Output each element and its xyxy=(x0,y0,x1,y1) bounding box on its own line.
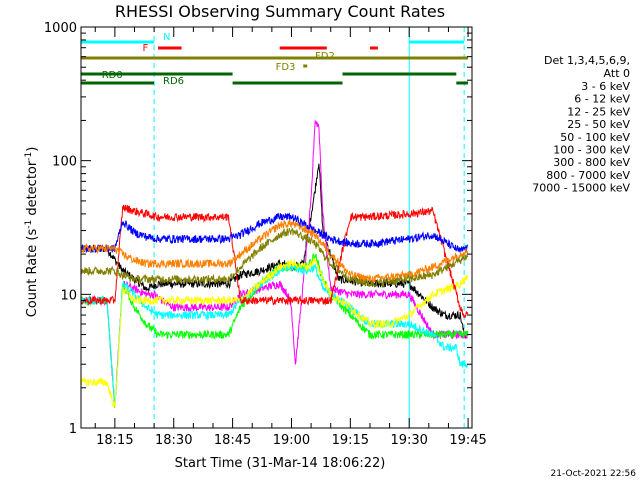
y-axis-label-end: ) xyxy=(25,147,40,152)
x-tick-label-5: 19:30 xyxy=(390,433,427,448)
x-axis-label: Start Time (31-Mar-14 18:06:22) xyxy=(175,456,386,471)
series-lines xyxy=(80,119,469,409)
legend-header-line1: Det 1,3,4,5,6,9, xyxy=(544,54,630,67)
series-line-8 xyxy=(80,227,469,288)
flag-label-rd6: RD6 xyxy=(163,76,184,87)
flag-label-f: F xyxy=(142,43,148,54)
legend-entry-5: 100 - 300 keV xyxy=(553,144,630,157)
legend-entry-4: 50 - 100 keV xyxy=(560,131,630,144)
y-axis-label-mid: detector xyxy=(25,160,40,220)
legend-entry-2: 12 - 25 keV xyxy=(567,105,630,118)
x-tick-label-1: 18:30 xyxy=(155,433,192,448)
axes: 18:15 18:30 18:45 19:00 19:15 19:30 19:45 1 10 10… xyxy=(44,21,487,448)
series-line-6 xyxy=(80,212,469,253)
y-axis-label-main: Count Rate (s xyxy=(25,229,40,318)
series-line-5 xyxy=(80,204,469,319)
footer-timestamp: 21-Oct-2021 22:56 xyxy=(551,469,637,479)
observing-flags: N F FD2 FD3 RD0 RD6 xyxy=(81,32,469,87)
plot-frame xyxy=(80,26,473,429)
x-tick-label-2: 18:45 xyxy=(214,433,251,448)
chart-title: RHESSI Observing Summary Count Rates xyxy=(115,2,445,21)
flag-label-n: N xyxy=(163,32,170,43)
legend-entry-6: 300 - 800 keV xyxy=(553,156,630,169)
series-line-4 xyxy=(80,257,469,408)
x-tick-label-4: 19:15 xyxy=(332,433,369,448)
x-tick-label-3: 19:00 xyxy=(273,433,310,448)
y-axis-label-sup1: -1 xyxy=(24,220,34,229)
y-tick-label-1: 10 xyxy=(60,288,77,303)
series-line-7 xyxy=(80,218,469,284)
legend-entry-0: 3 - 6 keV xyxy=(581,80,630,93)
y-axis-label: Count Rate (s-1 detector-1) xyxy=(24,147,40,318)
flag-label-fd2: FD2 xyxy=(315,51,335,62)
y-tick-label-3: 1000 xyxy=(44,21,77,36)
y-tick-label-2: 100 xyxy=(52,155,77,170)
x-tick-label-0: 18:15 xyxy=(96,433,133,448)
flag-label-rd0: RD0 xyxy=(102,70,123,81)
y-axis-label-sup2: -1 xyxy=(24,152,34,161)
y-tick-label-0: 1 xyxy=(69,422,77,437)
legend-entry-7: 800 - 7000 keV xyxy=(546,169,630,182)
series-line-1 xyxy=(80,119,469,409)
legend-entry-3: 25 - 50 keV xyxy=(567,118,630,131)
plot-area xyxy=(153,27,465,428)
x-tick-label-6: 19:45 xyxy=(449,433,486,448)
legend-header-line2: Att 0 xyxy=(604,67,630,80)
legend-entry-8: 7000 - 15000 keV xyxy=(532,182,630,195)
legend-entry-1: 6 - 12 keV xyxy=(574,93,630,106)
flag-label-fd3: FD3 xyxy=(276,62,296,73)
series-line-0 xyxy=(80,163,469,340)
